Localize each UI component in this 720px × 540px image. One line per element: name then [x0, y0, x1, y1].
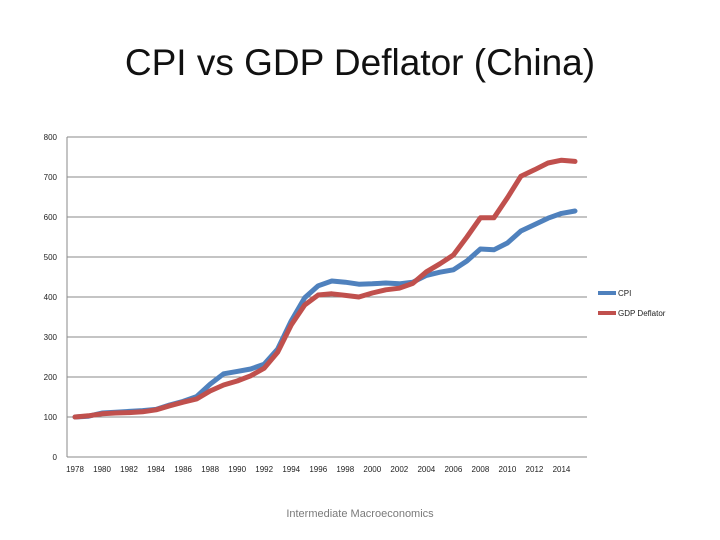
x-tick-label: 2006 [444, 465, 462, 474]
series-lines [72, 157, 578, 420]
y-tick-label: 600 [44, 213, 58, 222]
x-tick-label: 2000 [363, 465, 381, 474]
y-tick-label: 700 [44, 173, 58, 182]
y-tick-label: 300 [44, 333, 58, 342]
y-tick-label: 100 [44, 413, 58, 422]
x-tick-label: 1998 [336, 465, 354, 474]
chart-title: CPI vs GDP Deflator (China) [124, 42, 596, 83]
y-tick-label: 200 [44, 373, 58, 382]
legend-label: CPI [618, 289, 631, 298]
x-tick-label: 2008 [472, 465, 490, 474]
y-tick-label: 800 [44, 133, 58, 142]
x-tick-label: 1988 [201, 465, 219, 474]
gridlines [67, 136, 587, 418]
y-tick-label: 0 [53, 453, 58, 462]
x-tick-label: 1984 [147, 465, 165, 474]
x-tick-label: 1978 [66, 465, 84, 474]
x-tick-label: 2014 [553, 465, 571, 474]
footer-text: Intermediate Macroeconomics [286, 508, 434, 520]
x-tick-label: 1982 [120, 465, 138, 474]
legend: CPI GDP Deflator [598, 289, 666, 318]
x-tick-label: 1990 [228, 465, 246, 474]
y-tick-labels: 0 100 200 300 400 500 600 700 800 [44, 133, 58, 462]
x-tick-label: 2004 [417, 465, 435, 474]
y-tick-label: 500 [44, 253, 58, 262]
x-tick-labels: 1978 1980 1982 1984 1986 1988 1990 1992 1994 1996… [66, 465, 571, 474]
x-tick-label: 2010 [499, 465, 517, 474]
series-line-gdp-deflator [72, 157, 578, 420]
series-line-cpi [72, 208, 578, 420]
x-tick-label: 2002 [390, 465, 408, 474]
y-tick-label: 400 [44, 293, 58, 302]
x-tick-label: 1980 [93, 465, 111, 474]
x-tick-label: 1986 [174, 465, 192, 474]
x-tick-label: 2012 [526, 465, 544, 474]
legend-label: GDP Deflator [618, 309, 666, 318]
x-tick-label: 1992 [255, 465, 273, 474]
x-tick-label: 1994 [282, 465, 300, 474]
x-tick-label: 1996 [309, 465, 327, 474]
